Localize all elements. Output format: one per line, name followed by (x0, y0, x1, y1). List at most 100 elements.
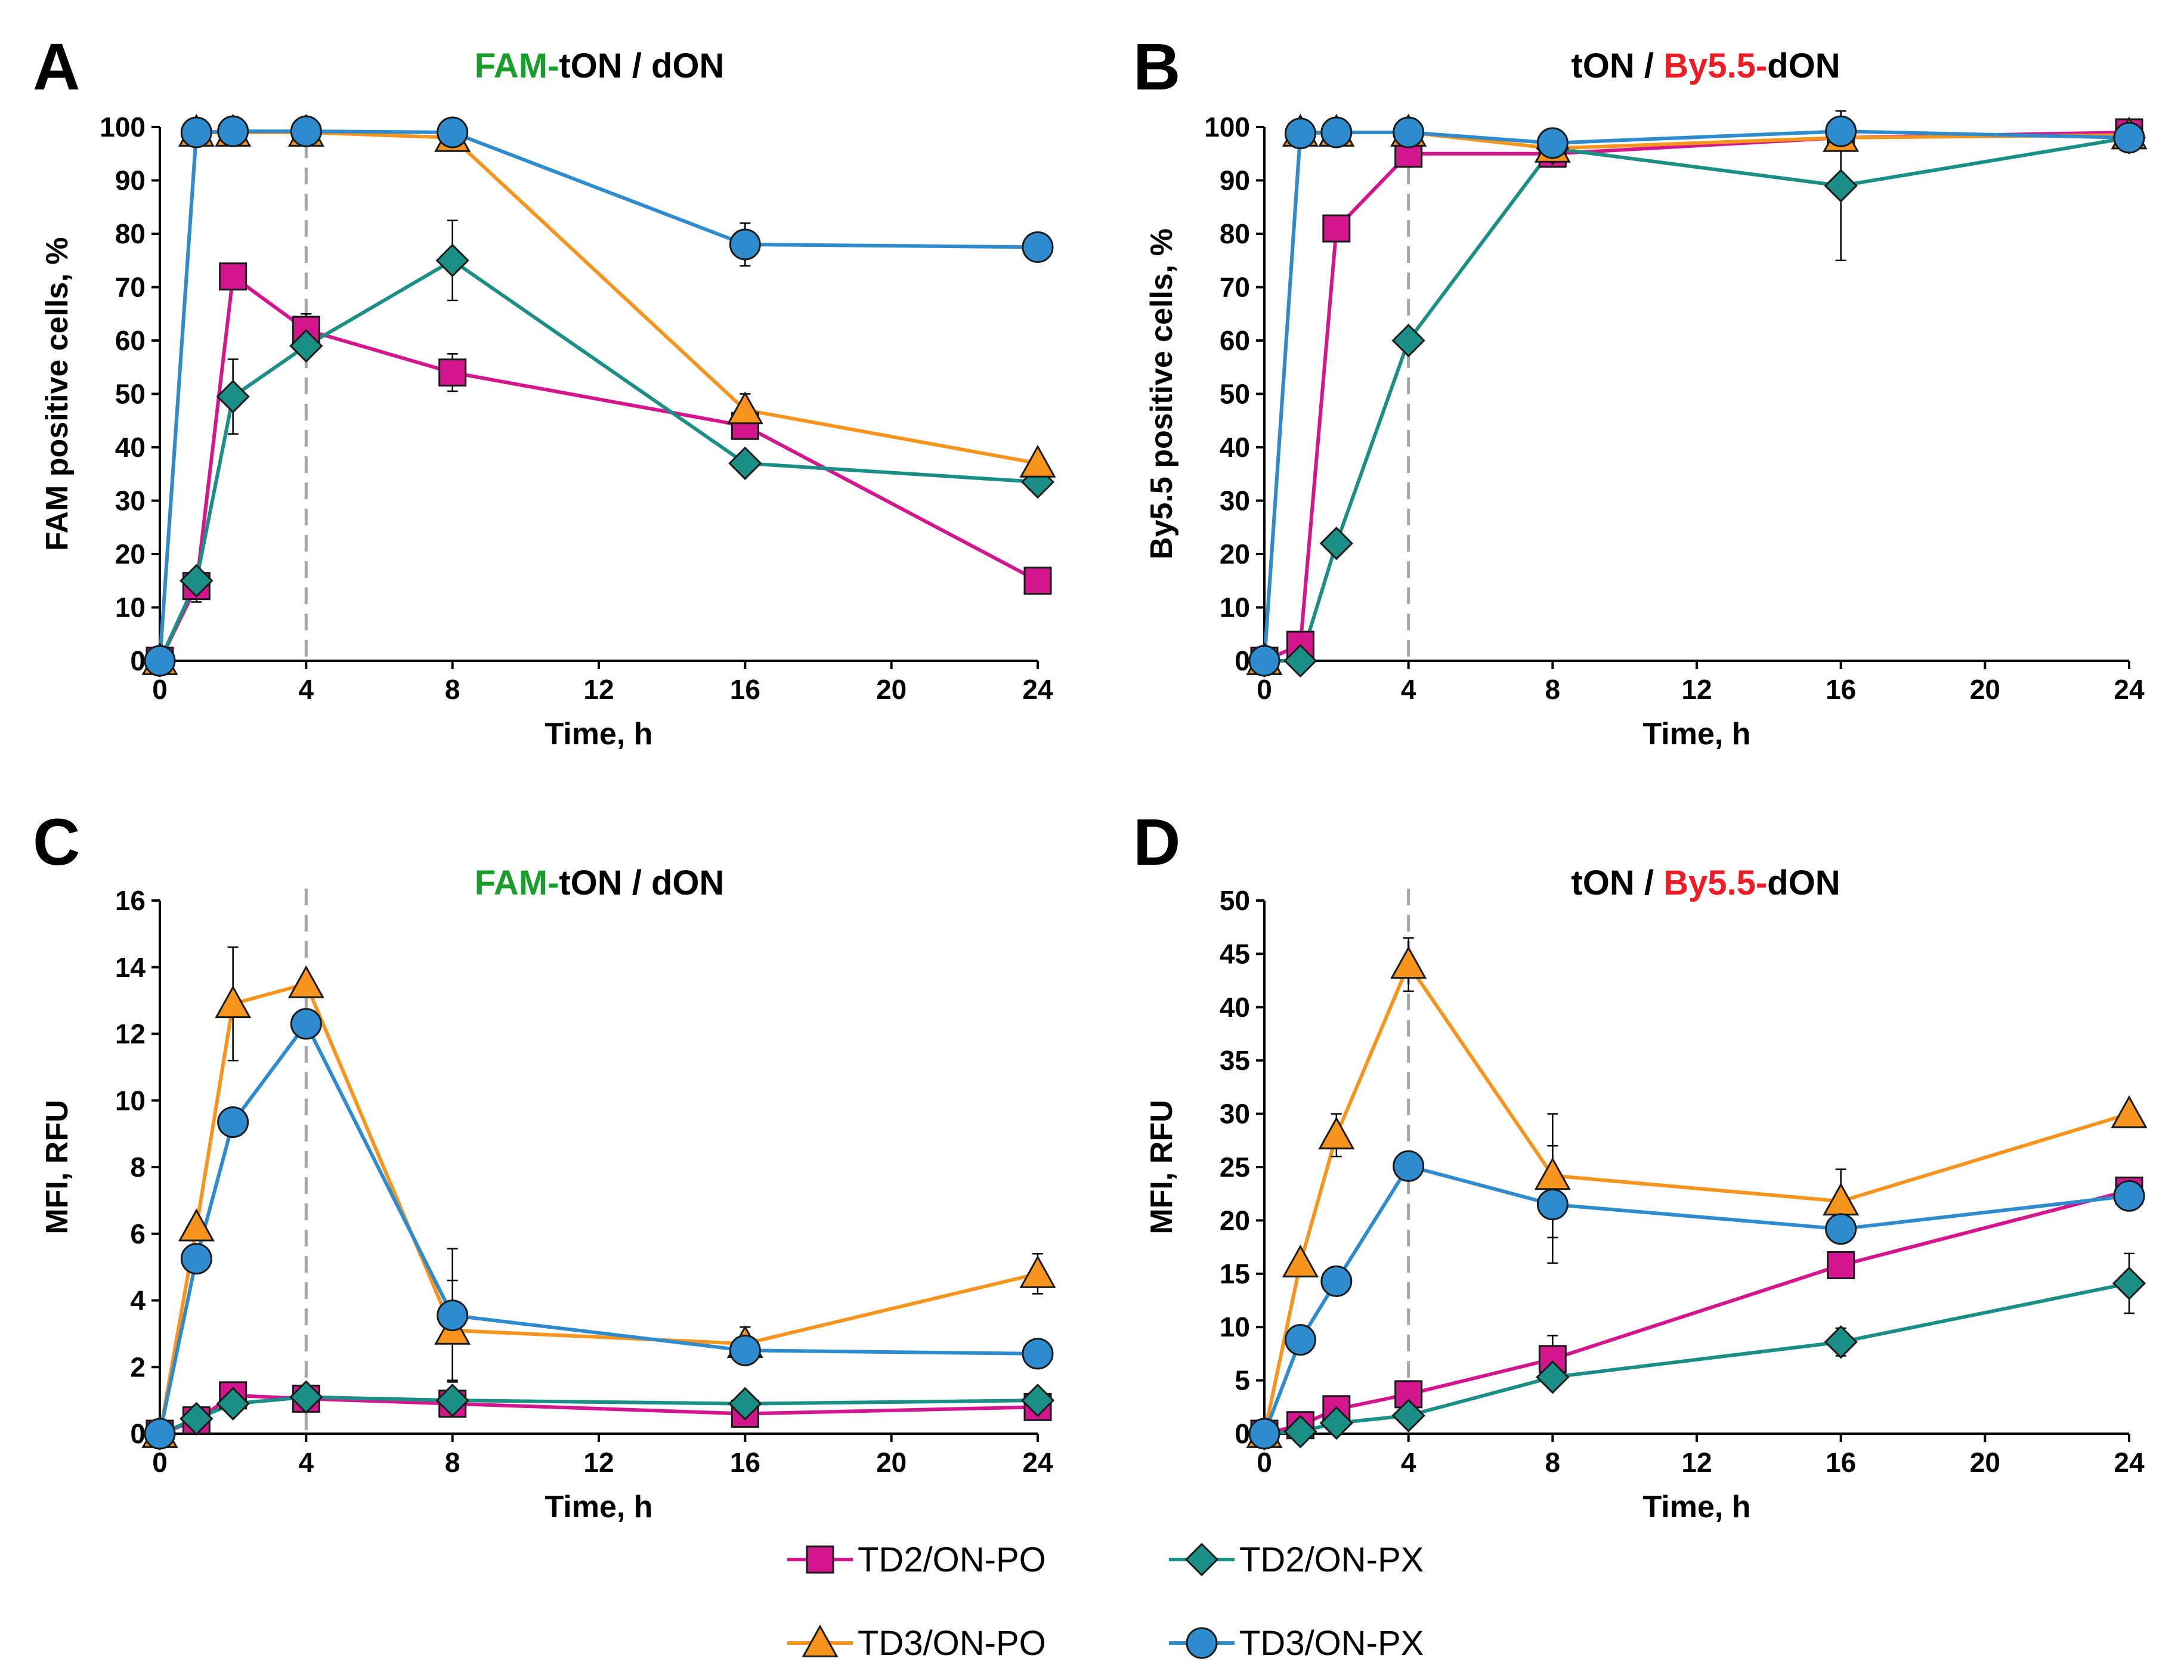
y-tick-label: 10 (115, 592, 146, 623)
x-tick-label: 8 (1545, 1447, 1561, 1478)
data-point-td2-on-po (1322, 214, 1351, 243)
series-line-td2-on-px (1264, 1281, 2130, 1435)
x-tick-label: 24 (1022, 674, 1053, 705)
y-tick-label: 50 (1220, 379, 1250, 410)
panel-title-part: By5.5- (1663, 864, 1767, 902)
legend-item: TD3/ON-PX (1169, 1624, 1424, 1663)
data-point-td2-on-px (180, 564, 214, 598)
series-line-td3-on-po (1263, 963, 2130, 1434)
x-tick-label: 16 (730, 1447, 760, 1478)
y-tick-label: 10 (1220, 1311, 1250, 1342)
y-tick-label: 90 (1220, 165, 1250, 196)
data-point-td3-on-po (287, 965, 324, 998)
data-point-td3-on-px (437, 1300, 469, 1332)
panel-title-part: FAM- (475, 864, 559, 902)
data-point-td2-on-po (1023, 567, 1052, 595)
data-point-td2-on-px (1391, 1399, 1425, 1433)
panel-letter: C (33, 806, 80, 879)
y-tick-label: 35 (1220, 1045, 1250, 1076)
data-point-td3-on-px (217, 115, 249, 147)
data-point-td3-on-px (1284, 1324, 1316, 1356)
series-line-td3-on-px (158, 129, 1038, 661)
y-axis-label: FAM positive cells, % (40, 237, 75, 551)
x-tick-label: 20 (1970, 674, 2000, 705)
data-point-td3-on-po (178, 1208, 215, 1242)
data-point-td3-on-px (1320, 116, 1353, 148)
y-tick-label: 8 (130, 1152, 146, 1183)
data-point-td2-on-px (1824, 1325, 1858, 1359)
y-tick-label: 4 (130, 1285, 146, 1316)
y-tick-label: 0 (1235, 1418, 1250, 1449)
data-point-td3-on-px (2113, 122, 2145, 154)
data-point-td3-on-po (1019, 444, 1056, 478)
data-point-td2-on-px (1020, 1384, 1055, 1418)
data-point-td2-on-px (180, 1401, 214, 1435)
y-tick-label: 0 (1235, 645, 1250, 676)
data-point-td3-on-px (1393, 116, 1425, 148)
legend-item: TD2/ON-PO (787, 1540, 1046, 1579)
data-point-td3-on-px (1825, 115, 1857, 147)
data-point-td3-on-po (1019, 1255, 1056, 1288)
data-point-td3-on-px (1536, 127, 1569, 159)
data-point-td2-on-px (728, 1387, 762, 1421)
panel-title-part: tON / dON (559, 47, 724, 85)
x-tick-label: 12 (1681, 674, 1712, 705)
data-point-td2-on-px (435, 1384, 469, 1418)
series-line-td2-on-px (159, 1395, 1038, 1435)
series-line-td3-on-po (158, 130, 1038, 661)
y-tick-label: 25 (1220, 1152, 1250, 1183)
y-tick-label: 10 (115, 1085, 146, 1116)
y-tick-label: 15 (1220, 1258, 1250, 1289)
legend: TD2/ON-PO TD2/ON-PX TD3/ON-PO TD3/ON-PX (787, 1540, 1424, 1663)
panel-a: A FAM-tON / dON 0 10 20 30 40 50 60 70 80 90 100 0 4 8 1… (33, 30, 1056, 751)
x-tick-label: 24 (2114, 1447, 2145, 1478)
x-tick-label: 16 (730, 674, 760, 705)
x-tick-label: 4 (1401, 674, 1416, 705)
y-axis-label: By5.5 positive cells, % (1144, 228, 1179, 559)
data-point-td3-on-px (1284, 117, 1316, 150)
data-point-td3-on-px (1022, 1338, 1054, 1370)
series-line-td2-on-po (1263, 130, 2130, 663)
y-tick-label: 50 (1220, 885, 1250, 916)
data-point-td3-on-px (729, 228, 761, 261)
y-tick-label: 30 (1220, 485, 1250, 516)
y-tick-label: 6 (130, 1218, 146, 1249)
y-axis-label: MFI, RFU (1144, 1100, 1179, 1234)
data-point-td3-on-px (1248, 1418, 1280, 1450)
y-tick-label: 100 (1204, 112, 1250, 143)
y-tick-label: 2 (130, 1351, 146, 1382)
data-point-td2-on-po (1827, 1251, 1855, 1279)
x-axis-label: Time, h (545, 1490, 652, 1524)
data-point-td2-on-px (435, 243, 469, 277)
data-point-td2-on-px (289, 329, 323, 363)
y-tick-label: 0 (130, 1418, 146, 1449)
y-tick-label: 100 (100, 112, 146, 143)
data-point-td2-on-px (1536, 1360, 1570, 1394)
y-tick-label: 20 (115, 539, 146, 570)
x-tick-label: 20 (876, 674, 907, 705)
panel-title: FAM-tON / dON (475, 864, 725, 902)
x-tick-label: 0 (152, 674, 168, 705)
data-point-td2-on-px (289, 1380, 323, 1414)
y-tick-label: 0 (130, 645, 146, 676)
data-point-td2-on-px (1319, 1406, 1353, 1440)
y-tick-label: 30 (1220, 1099, 1250, 1130)
panel-title-part: tON / dON (559, 864, 724, 902)
x-tick-label: 4 (299, 674, 314, 705)
x-tick-label: 4 (1401, 1447, 1416, 1478)
y-tick-label: 20 (1220, 539, 1250, 570)
data-point-td3-on-px (217, 1106, 249, 1138)
series-line-td2-on-po (158, 274, 1039, 662)
data-point-td3-on-px (144, 645, 176, 677)
x-axis-label: Time, h (1642, 1490, 1750, 1524)
data-point-td3-on-po (1534, 1157, 1571, 1190)
panel-title: tON / By5.5-dON (1571, 47, 1840, 85)
y-tick-label: 16 (115, 885, 146, 916)
y-tick-label: 10 (1220, 592, 1250, 623)
series-line-td3-on-px (1263, 129, 2130, 661)
data-point-td3-on-po (1390, 946, 1427, 979)
